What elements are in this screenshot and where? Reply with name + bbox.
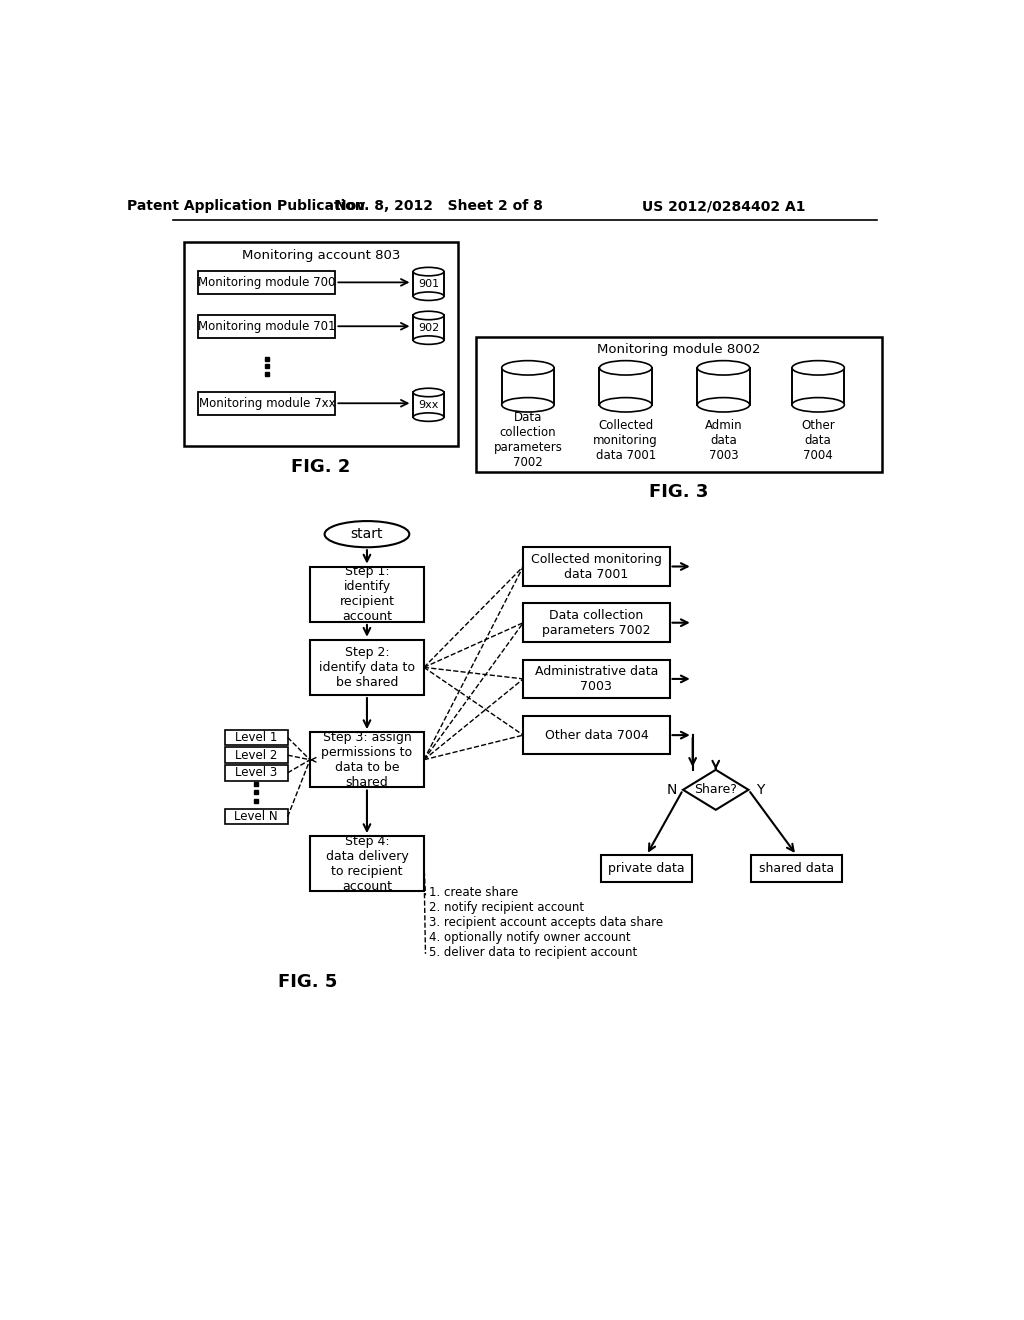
Bar — [475, 337, 882, 471]
Text: Y: Y — [756, 783, 764, 797]
Ellipse shape — [697, 397, 750, 412]
Text: 901: 901 — [418, 279, 439, 289]
Bar — [523, 603, 670, 642]
Text: start: start — [350, 527, 383, 541]
Bar — [413, 392, 444, 417]
Text: Patent Application Publication: Patent Application Publication — [127, 199, 365, 213]
Ellipse shape — [792, 397, 845, 412]
Text: private data: private data — [608, 862, 685, 875]
Text: FIG. 5: FIG. 5 — [278, 973, 337, 991]
Polygon shape — [683, 770, 749, 810]
Bar — [199, 392, 336, 414]
Bar — [310, 733, 424, 788]
Ellipse shape — [413, 335, 444, 345]
Ellipse shape — [413, 388, 444, 397]
Ellipse shape — [792, 360, 845, 375]
Text: Other
data
7004: Other data 7004 — [802, 418, 835, 462]
Text: Other data 7004: Other data 7004 — [545, 729, 648, 742]
Ellipse shape — [325, 521, 410, 548]
Text: Nov. 8, 2012   Sheet 2 of 8: Nov. 8, 2012 Sheet 2 of 8 — [335, 199, 543, 213]
Ellipse shape — [502, 360, 554, 375]
Ellipse shape — [599, 397, 652, 412]
Text: Monitoring account 803: Monitoring account 803 — [242, 249, 400, 261]
Text: Step 1:
identify
recipient
account: Step 1: identify recipient account — [339, 565, 394, 623]
Bar — [310, 836, 424, 891]
Text: Level 2: Level 2 — [234, 748, 278, 762]
Bar — [523, 660, 670, 698]
Text: Level 3: Level 3 — [234, 767, 278, 779]
Bar — [310, 566, 424, 622]
Text: Level 1: Level 1 — [234, 731, 278, 744]
Text: FIG. 2: FIG. 2 — [292, 458, 351, 477]
Text: Monitoring module 8002: Monitoring module 8002 — [597, 343, 761, 356]
Text: Step 3: assign
permissions to
data to be
shared: Step 3: assign permissions to data to be… — [322, 731, 413, 789]
Ellipse shape — [413, 292, 444, 301]
Bar — [502, 368, 554, 405]
Bar — [523, 548, 670, 586]
Text: Data collection
parameters 7002: Data collection parameters 7002 — [542, 609, 650, 636]
Text: US 2012/0284402 A1: US 2012/0284402 A1 — [642, 199, 805, 213]
Bar — [599, 368, 652, 405]
Bar — [199, 271, 336, 294]
Ellipse shape — [413, 413, 444, 421]
Text: Monitoring module 7xx: Monitoring module 7xx — [199, 397, 335, 409]
Text: shared data: shared data — [759, 862, 835, 875]
Text: 1. create share
2. notify recipient account
3. recipient account accepts data sh: 1. create share 2. notify recipient acco… — [429, 886, 664, 960]
Bar — [413, 315, 444, 341]
Bar — [523, 715, 670, 755]
Text: Collected
monitoring
data 7001: Collected monitoring data 7001 — [593, 418, 658, 462]
Text: Step 4:
data delivery
to recipient
account: Step 4: data delivery to recipient accou… — [326, 834, 409, 892]
Text: Level N: Level N — [234, 810, 278, 824]
Bar — [199, 314, 336, 338]
Text: Data
collection
parameters
7002: Data collection parameters 7002 — [494, 412, 562, 469]
Bar — [310, 640, 424, 696]
Text: 902: 902 — [418, 323, 439, 333]
Text: FIG. 3: FIG. 3 — [649, 483, 709, 500]
Text: Step 2:
identify data to
be shared: Step 2: identify data to be shared — [318, 645, 415, 689]
Ellipse shape — [413, 268, 444, 276]
Text: Monitoring module 701: Monitoring module 701 — [198, 319, 336, 333]
Ellipse shape — [502, 397, 554, 412]
Text: N: N — [667, 783, 677, 797]
Ellipse shape — [413, 312, 444, 319]
Bar — [792, 368, 845, 405]
Text: Monitoring module 700: Monitoring module 700 — [199, 276, 336, 289]
Text: Administrative data
7003: Administrative data 7003 — [535, 665, 658, 693]
Bar — [601, 855, 692, 882]
Bar — [224, 747, 288, 763]
Ellipse shape — [599, 360, 652, 375]
Bar — [697, 368, 750, 405]
Text: Share?: Share? — [694, 783, 737, 796]
Bar — [224, 809, 288, 825]
Bar — [224, 730, 288, 744]
Bar — [752, 855, 842, 882]
Ellipse shape — [697, 360, 750, 375]
Text: Admin
data
7003: Admin data 7003 — [705, 418, 742, 462]
Bar — [184, 242, 458, 446]
Text: 9xx: 9xx — [419, 400, 438, 409]
Bar — [413, 272, 444, 296]
Bar — [224, 766, 288, 780]
Text: Collected monitoring
data 7001: Collected monitoring data 7001 — [531, 553, 662, 581]
